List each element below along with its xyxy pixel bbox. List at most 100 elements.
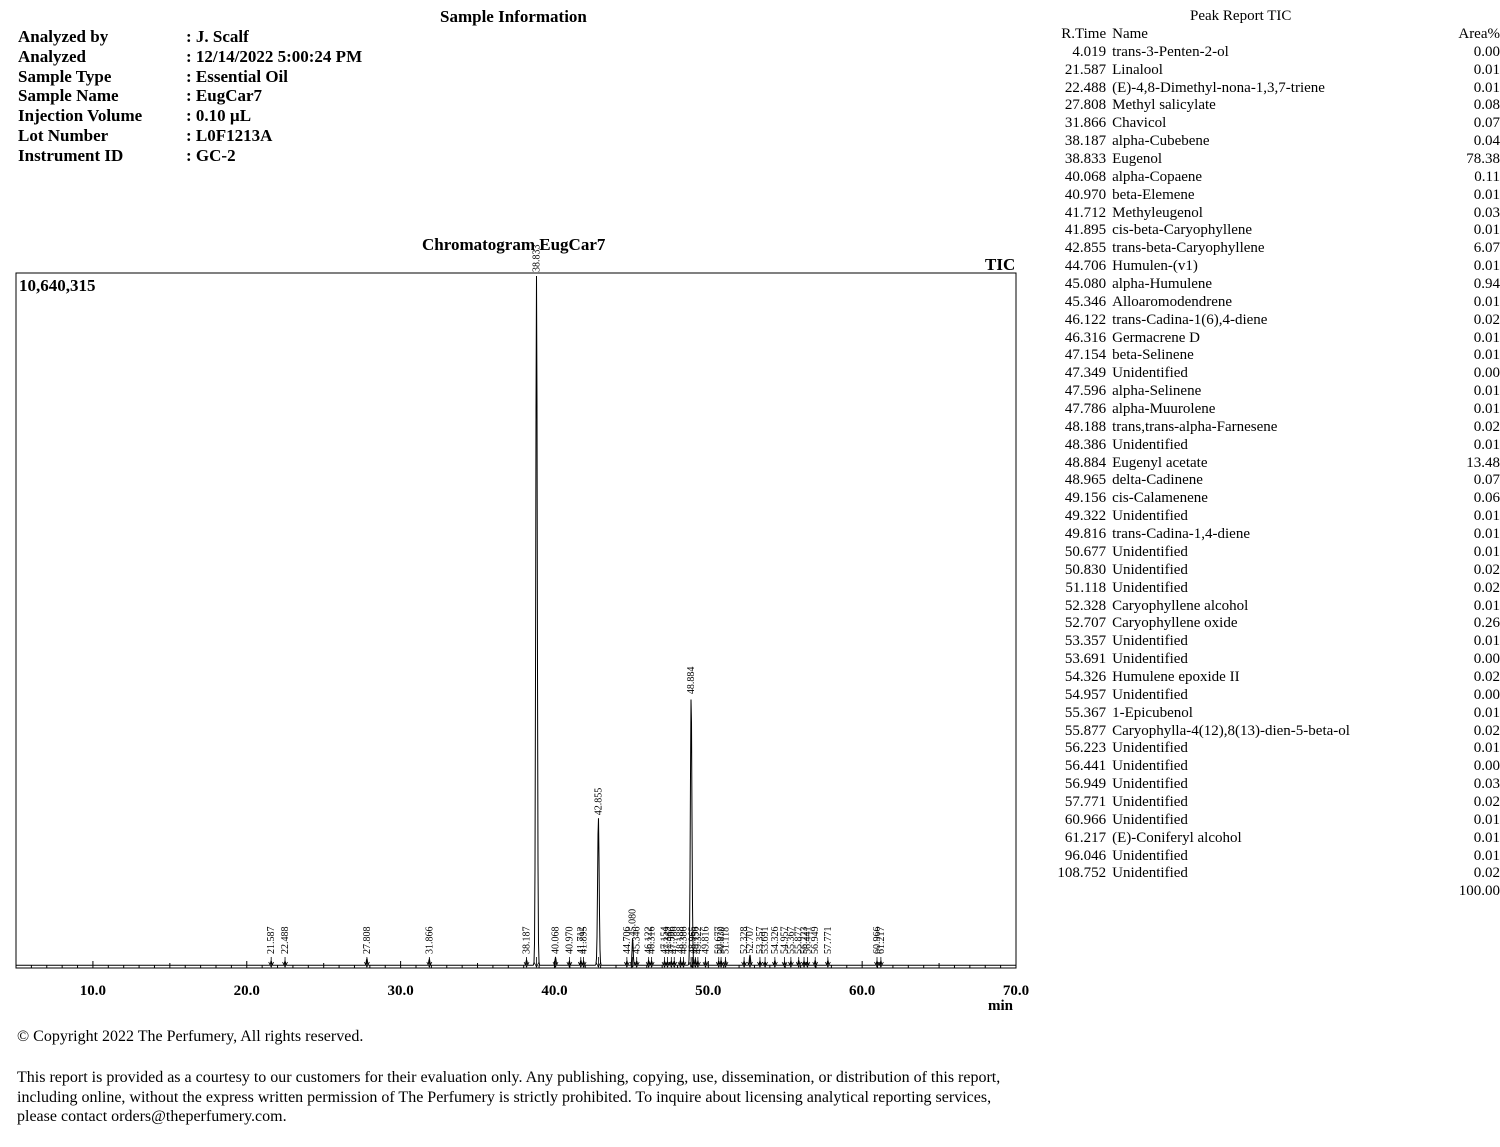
peak-label: 57.771 xyxy=(823,927,834,955)
cell-rtime: 51.118 xyxy=(1065,579,1107,596)
table-row: 51.118 Unidentified 0.02 xyxy=(1048,580,1500,598)
peak-label: 31.866 xyxy=(424,927,435,955)
cell-area: 0.01 xyxy=(1473,79,1500,96)
peak-label: 46.316 xyxy=(647,927,658,955)
cell-rtime: 61.217 xyxy=(1064,829,1107,846)
peak-marker-arrow xyxy=(741,961,747,968)
info-key: Analyzed by xyxy=(18,27,109,46)
table-row: 49.322 Unidentified 0.01 xyxy=(1048,508,1500,526)
cell-rtime: 46.122 xyxy=(1064,311,1107,328)
cell-area: 0.01 xyxy=(1473,186,1500,203)
cell-rtime: 47.154 xyxy=(1064,347,1107,364)
cell-name: beta-Selinene xyxy=(1112,347,1194,364)
peak-label: 55.367 xyxy=(786,927,797,955)
cell-rtime: 47.349 xyxy=(1064,365,1107,382)
peak-marker-arrow xyxy=(633,961,640,968)
cell-area: 0.01 xyxy=(1473,526,1500,543)
cell-rtime: 42.855 xyxy=(1064,240,1107,257)
header-area: Area% xyxy=(1458,26,1500,42)
cell-area: 0.02 xyxy=(1473,418,1500,435)
cell-rtime: 47.786 xyxy=(1064,401,1107,418)
cell-area: 0.26 xyxy=(1473,615,1500,632)
info-row-sample-name: Sample Name : EugCar7 xyxy=(18,86,362,106)
cell-rtime: 55.877 xyxy=(1064,722,1107,739)
x-tick-label: 70.0 xyxy=(1003,983,1029,999)
peak-marker-arrow xyxy=(747,961,753,968)
table-row: 48.386 Unidentified 0.01 xyxy=(1048,437,1500,455)
info-row-injection-volume: Injection Volume : 0.10 µL xyxy=(18,106,362,126)
peak-report-table: R.Time Name Area% 4.019 trans-3-Penten-2-… xyxy=(1048,26,1500,901)
cell-name: Humulene epoxide II xyxy=(1112,668,1240,685)
cell-area: 0.02 xyxy=(1473,668,1500,685)
cell-area: 0.03 xyxy=(1473,204,1500,221)
peak-marker xyxy=(426,957,433,968)
cell-name: Methyleugenol xyxy=(1112,204,1203,221)
info-value: : Essential Oil xyxy=(186,66,289,86)
table-row: 31.866 Chavicol 0.07 xyxy=(1048,115,1500,133)
x-tick-label: 10.0 xyxy=(80,983,106,999)
table-row: 56.441 Unidentified 0.00 xyxy=(1048,758,1500,776)
peak-marker-arrow xyxy=(664,961,671,968)
cell-name: Unidentified xyxy=(1112,793,1188,810)
peak-label: 56.441 xyxy=(802,927,813,955)
cell-name: Unidentified xyxy=(1112,436,1188,453)
cell-name: alpha-Copaene xyxy=(1112,168,1203,185)
cell-name: Unidentified xyxy=(1112,561,1188,578)
cell-rtime: 48.884 xyxy=(1064,454,1107,471)
info-key: Analyzed xyxy=(18,46,86,66)
table-row: 47.154 beta-Selinene 0.01 xyxy=(1048,347,1500,365)
peak-label: 54.326 xyxy=(770,927,781,955)
table-row: 54.326 Humulene epoxide II 0.02 xyxy=(1048,669,1500,687)
info-value: : EugCar7 xyxy=(186,86,263,106)
cell-rtime: 53.691 xyxy=(1064,651,1107,668)
x-axis-ticks xyxy=(15,961,1017,968)
cell-area: 0.00 xyxy=(1473,651,1500,668)
table-row: 56.223 Unidentified 0.01 xyxy=(1048,740,1500,758)
peak-label: 48.188 xyxy=(675,927,686,955)
cell-name: Chavicol xyxy=(1112,115,1167,132)
info-value: : L0F1213A xyxy=(186,125,273,145)
table-row: 22.488 (E)-4,8-Dimethyl-nona-1,3,7-triene… xyxy=(1048,80,1500,98)
peak-marker-arrow xyxy=(878,961,884,968)
peak-label: 45.080 xyxy=(628,909,639,937)
cell-rtime: 40.970 xyxy=(1064,186,1107,203)
plot-frame xyxy=(15,272,1017,969)
peak-marker-arrow xyxy=(364,961,370,968)
x-tick-label: 40.0 xyxy=(541,983,567,999)
cell-name: Methyl salicylate xyxy=(1112,97,1216,114)
table-row: 42.855 trans-beta-Caryophyllene 6.07 xyxy=(1048,240,1500,258)
peak-label: 47.596 xyxy=(666,927,677,955)
table-row: 46.122 trans-Cadina-1(6),4-diene 0.02 xyxy=(1048,312,1500,330)
cell-rtime: 45.346 xyxy=(1064,293,1107,310)
table-row: 38.833 Eugenol 78.38 xyxy=(1048,151,1500,169)
x-axis-unit-label: min xyxy=(988,998,1014,1014)
cell-area: 0.02 xyxy=(1473,722,1500,739)
cell-rtime: 50.830 xyxy=(1064,561,1107,578)
peak-label: 41.712 xyxy=(576,927,587,955)
peak-marker xyxy=(747,957,753,968)
table-row: 61.217 (E)-Coniferyl alcohol 0.01 xyxy=(1048,830,1500,848)
peak-label: 41.895 xyxy=(579,927,590,955)
peak-label: 45.346 xyxy=(632,927,643,955)
cell-area: 0.01 xyxy=(1473,258,1500,275)
cell-area: 0.01 xyxy=(1473,508,1500,525)
cell-area: 0.03 xyxy=(1473,776,1500,793)
cell-name: Unidentified xyxy=(1112,365,1188,382)
cell-rtime: 49.322 xyxy=(1064,508,1107,525)
cell-name: Caryophylla-4(12),8(13)-dien-5-beta-ol xyxy=(1112,722,1350,739)
peak-label: 48.884 xyxy=(686,667,697,695)
chart-title: Chromatogram EugCar7 xyxy=(422,235,606,254)
peak-label: 53.691 xyxy=(760,927,771,955)
info-key: Sample Type xyxy=(18,66,112,86)
cell-area: 0.00 xyxy=(1473,758,1500,775)
table-row: 47.349 Unidentified 0.00 xyxy=(1048,365,1500,383)
peak-label: 40.970 xyxy=(564,927,575,955)
table-row: 41.712 Methyleugenol 0.03 xyxy=(1048,205,1500,223)
total-name-blank xyxy=(1112,883,1368,901)
cell-area: 0.07 xyxy=(1473,115,1500,132)
peak-label: 50.830 xyxy=(716,927,727,955)
table-row: 48.965 delta-Cadinene 0.07 xyxy=(1048,472,1500,490)
table-row: 52.328 Caryophyllene alcohol 0.01 xyxy=(1048,598,1500,616)
table-row: 56.949 Unidentified 0.03 xyxy=(1048,776,1500,794)
peak-marker-arrow xyxy=(702,961,709,968)
